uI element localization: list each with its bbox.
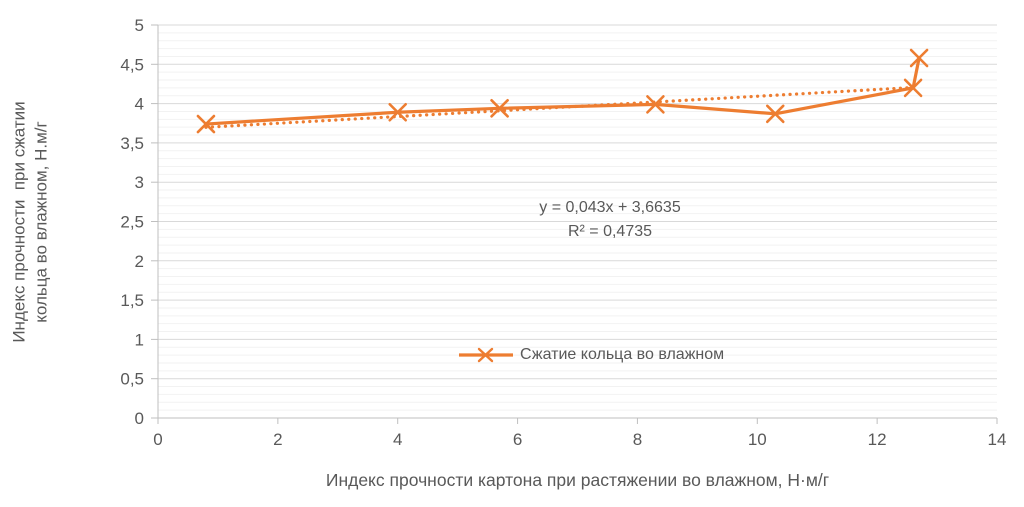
gridlines-major <box>158 24 997 380</box>
series-markers <box>196 48 929 134</box>
y-tick-label: 1 <box>135 330 144 349</box>
x-tick-label: 6 <box>513 430 522 449</box>
trendline-r-squared: R² = 0,4735 <box>567 223 653 240</box>
x-tick-label: 10 <box>748 430 767 449</box>
y-tick-label: 3 <box>135 173 144 192</box>
legend-label: Сжатие кольца во влажном <box>520 346 725 363</box>
series-line <box>204 56 921 126</box>
x-tick-label: 2 <box>273 430 282 449</box>
y-tick-label: 1,5 <box>120 291 144 310</box>
x-tick-labels: 0 2 4 6 8 10 12 14 <box>153 430 1006 449</box>
y-tick-label: 5 <box>135 16 144 35</box>
x-tick-label: 0 <box>153 430 162 449</box>
y-tick-label: 2,5 <box>120 213 144 232</box>
gridlines-minor <box>158 32 997 411</box>
y-tick-labels: 0 0,5 1 1,5 2 2,5 3 3,5 4 4,5 5 <box>120 16 144 428</box>
y-tick-label: 0 <box>135 409 144 428</box>
y-axis-title-line2: кольца во влажном, Н.м/г <box>31 121 51 323</box>
x-tick-label: 14 <box>988 430 1007 449</box>
legend: Сжатие кольца во влажном <box>458 345 724 365</box>
x-axis-title: Индекс прочности картона при растяжении … <box>325 470 830 490</box>
x-tick-label: 8 <box>633 430 642 449</box>
y-tick-label: 2 <box>135 252 144 271</box>
y-tick-label: 0,5 <box>120 370 144 389</box>
axis-ticks <box>151 24 998 424</box>
trendline-equation: y = 0,043x + 3,6635 <box>539 199 681 216</box>
y-tick-label: 3,5 <box>120 134 144 153</box>
x-tick-label: 4 <box>393 430 402 449</box>
y-tick-label: 4,5 <box>120 55 144 74</box>
y-tick-label: 4 <box>135 95 144 114</box>
legend-series-x-marker-icon <box>459 347 513 363</box>
trendline-annotation: y = 0,043x + 3,6635 R² = 0,4735 <box>410 196 810 244</box>
trendline <box>204 85 921 129</box>
x-tick-label: 12 <box>868 430 887 449</box>
y-axis-title: Индекс прочности при сжатии кольца во вл… <box>9 26 53 419</box>
y-axis-title-line1: Индекс прочности при сжатии <box>9 101 29 343</box>
